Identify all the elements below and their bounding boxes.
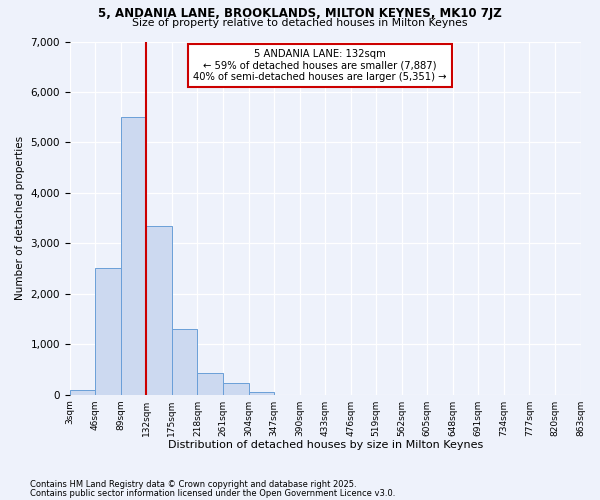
Bar xyxy=(70,390,95,394)
Bar xyxy=(172,329,197,394)
Text: Contains public sector information licensed under the Open Government Licence v3: Contains public sector information licen… xyxy=(30,488,395,498)
Bar xyxy=(146,226,172,394)
Bar xyxy=(121,117,146,394)
Text: Size of property relative to detached houses in Milton Keynes: Size of property relative to detached ho… xyxy=(132,18,468,28)
X-axis label: Distribution of detached houses by size in Milton Keynes: Distribution of detached houses by size … xyxy=(167,440,483,450)
Text: Contains HM Land Registry data © Crown copyright and database right 2025.: Contains HM Land Registry data © Crown c… xyxy=(30,480,356,489)
Bar xyxy=(197,373,223,394)
Bar xyxy=(95,268,121,394)
Y-axis label: Number of detached properties: Number of detached properties xyxy=(15,136,25,300)
Bar xyxy=(223,384,248,394)
Text: 5 ANDANIA LANE: 132sqm
← 59% of detached houses are smaller (7,887)
40% of semi-: 5 ANDANIA LANE: 132sqm ← 59% of detached… xyxy=(193,48,447,82)
Bar xyxy=(248,392,274,394)
Text: 5, ANDANIA LANE, BROOKLANDS, MILTON KEYNES, MK10 7JZ: 5, ANDANIA LANE, BROOKLANDS, MILTON KEYN… xyxy=(98,8,502,20)
